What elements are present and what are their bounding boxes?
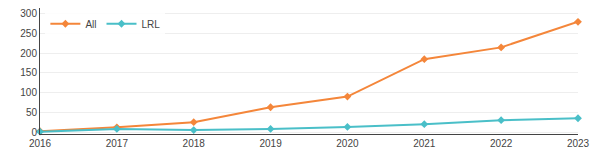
svg-text:2016: 2016 [29,138,52,149]
svg-text:250: 250 [20,28,37,39]
svg-text:200: 200 [20,48,37,59]
svg-text:2018: 2018 [183,138,206,149]
svg-text:2020: 2020 [336,138,359,149]
svg-text:0: 0 [31,127,37,138]
svg-text:300: 300 [20,8,37,19]
svg-text:150: 150 [20,67,37,78]
svg-text:2022: 2022 [490,138,513,149]
svg-text:2019: 2019 [259,138,282,149]
svg-text:2017: 2017 [106,138,129,149]
svg-text:50: 50 [26,107,38,118]
svg-text:2021: 2021 [413,138,436,149]
svg-text:100: 100 [20,87,37,98]
svg-text:All: All [85,19,96,30]
svg-text:LRL: LRL [142,19,161,30]
svg-text:2023: 2023 [567,138,590,149]
